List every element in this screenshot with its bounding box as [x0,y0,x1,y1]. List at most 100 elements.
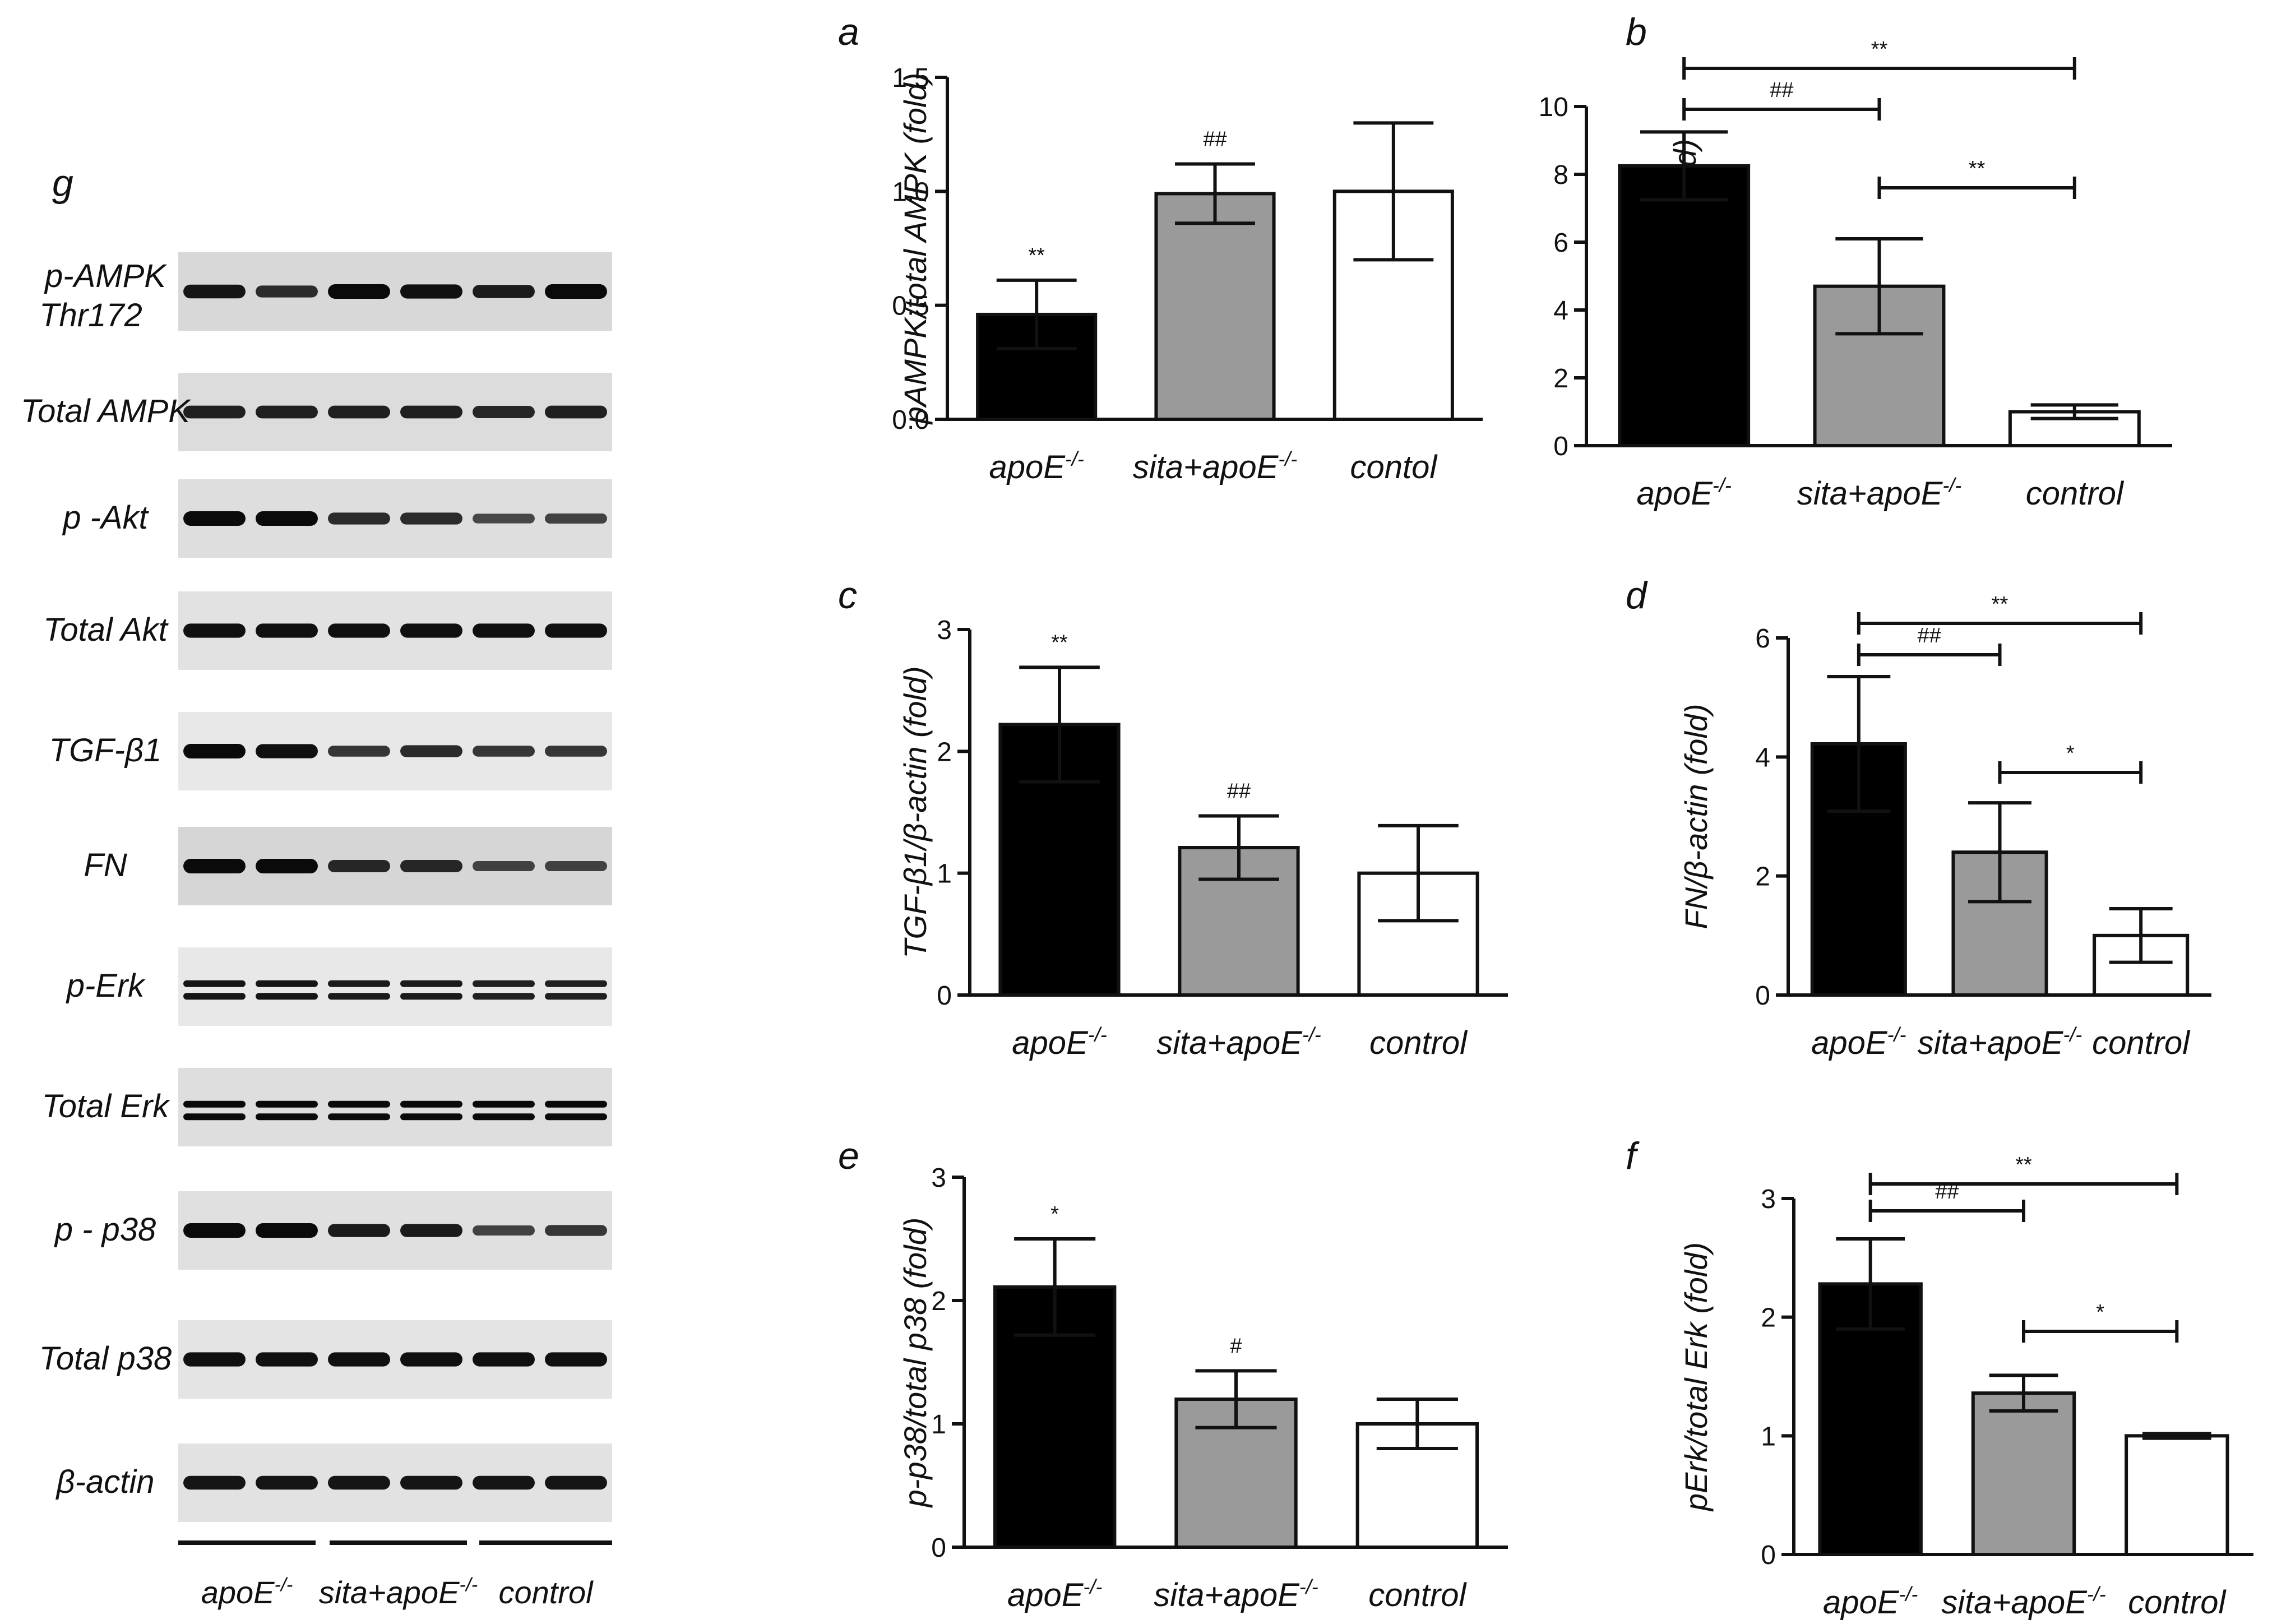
x-tick-label-text: contol [1350,449,1438,485]
blot-band [328,746,390,757]
blot-band [328,1475,390,1490]
blot-strip [178,1320,612,1399]
blot-strip [178,373,612,451]
bar [1971,1391,2076,1556]
y-tick-label: 2 [1553,364,1568,394]
blot-band [473,993,535,1000]
blot-band [473,1100,535,1108]
blot-band [256,511,318,526]
blot-row-label: Total Akt [43,612,169,648]
blot-band [473,861,535,871]
x-tick-label: apoE-/- [1012,1023,1107,1061]
blot-group-label: sita+apoE-/- [319,1575,478,1610]
panel-label: c [838,574,857,617]
blot-row-label: FN [84,847,127,883]
x-tick-label: control [2128,1584,2227,1621]
blot-row: p -Akt [62,479,612,558]
x-tick-label-superscript: -/- [1887,1023,1906,1046]
blot-strip [178,479,612,558]
x-tick-label-text: apoE [1007,1577,1084,1613]
blot-band [328,1100,390,1108]
x-tick-label-text: sita+apoE [1941,1584,2088,1621]
x-tick-label-superscript: -/- [1302,1023,1321,1046]
blot-band [183,859,246,873]
blot-band [256,1113,318,1121]
blot-group-label: control [498,1575,594,1610]
x-tick-label-superscript: -/- [1713,474,1732,497]
x-tick-label: sita+apoE-/- [1797,474,1962,512]
blot-band [400,745,462,757]
blot-row-sublabel: Thr172 [39,297,142,334]
blot-group-label-text: sita+apoE [319,1575,460,1610]
blot-band [183,405,246,419]
x-tick-label: contol [1350,449,1438,485]
blot-row-label: p -Akt [62,499,149,536]
blot-band [256,993,318,1000]
y-tick-label: 0 [1755,981,1770,1011]
x-tick-label-superscript: -/- [1065,447,1084,470]
blot-band [545,405,607,419]
x-tick-label-text: sita+apoE [1133,449,1279,485]
bar [1618,164,1751,447]
blot-row: β-actin [55,1443,612,1522]
blot-band [183,980,246,987]
blot-band [328,993,390,1000]
x-tick-label: apoE-/- [1636,474,1731,512]
x-tick-label: apoE-/- [989,447,1084,485]
x-tick-label: control [1369,1025,1468,1061]
blot-row: Total Akt [43,591,612,670]
blot-row: TGF-β1 [49,712,612,790]
blot-band [256,1475,318,1490]
x-tick-label: sita+apoE-/- [1156,1023,1321,1061]
blot-band [545,623,607,638]
significance-mark: ** [1051,631,1068,654]
blot-band [473,406,535,418]
bar [2093,933,2190,997]
x-tick-label: control [2026,475,2125,512]
bar [2125,1434,2229,1556]
blot-row: Total AMPK [21,373,612,451]
y-tick-label: 1 [937,859,952,889]
blot-band [400,1475,462,1490]
y-tick-label: 0.0 [892,405,929,435]
blot-band [545,1475,607,1490]
blot-group-label-superscript: -/- [275,1575,293,1596]
blot-band [400,980,462,987]
blot-row-label: Total p38 [39,1340,172,1377]
blot-strip [178,1068,612,1146]
significance-mark: * [1050,1202,1059,1226]
x-tick-label-text: apoE [1811,1025,1888,1061]
x-tick-label-superscript: -/- [2063,1023,2082,1046]
y-tick-label: 0.5 [892,292,929,321]
y-tick-label: 6 [1755,624,1770,654]
x-tick-label-text: control [2092,1025,2191,1061]
blot-band [183,993,246,1000]
blot-band [328,1224,390,1237]
blot-band [328,860,390,872]
bracket-label: ** [1992,593,2008,616]
x-tick-label: apoE-/- [1823,1583,1918,1621]
blot-strip [178,712,612,790]
x-tick-label-superscript: -/- [1083,1575,1102,1598]
blot-row: FN [84,827,612,905]
blot-band [473,285,535,298]
bar [976,312,1098,422]
x-tick-label-text: control [1369,1025,1468,1061]
blot-band [545,993,607,1000]
y-axis-label: pAMPK/total AMPK (fold) [897,73,933,425]
x-tick-label: sita+apoE-/- [1941,1583,2106,1621]
blot-band [256,1352,318,1367]
x-tick-label-text: sita+apoE [1154,1577,1300,1613]
x-tick-label-text: apoE [1012,1025,1089,1061]
y-tick-label: 0 [1761,1540,1776,1570]
bracket-label: ** [1969,157,1986,181]
bracket-label: * [2066,742,2075,765]
bar [1174,1398,1298,1549]
blot-band [400,512,462,525]
